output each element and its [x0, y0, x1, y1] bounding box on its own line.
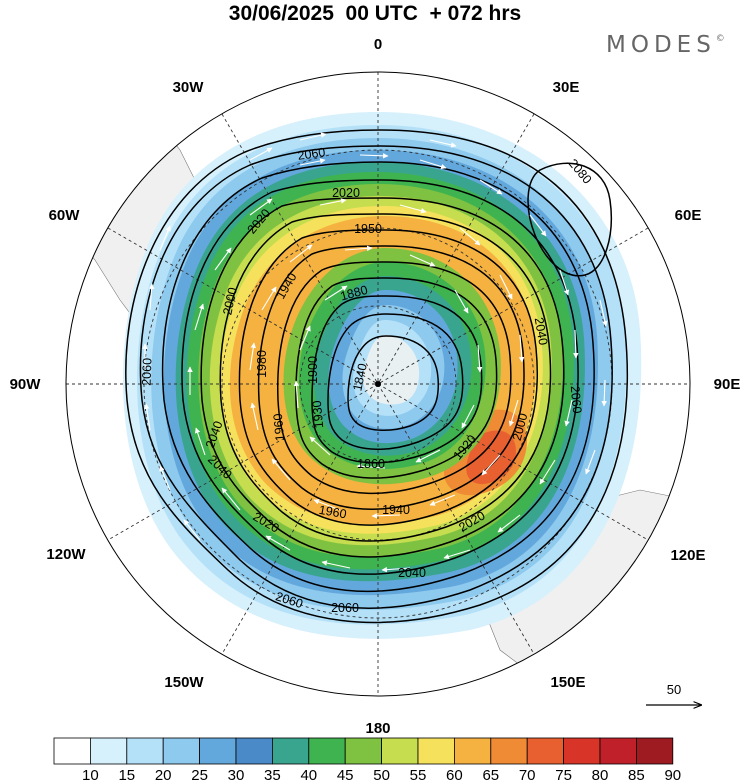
contour-1840 [347, 335, 440, 431]
lon-label-150w: 150W [164, 674, 204, 691]
longitude-labels: 0 30E 60E 90E 120E 150E 180 150W 120W 90… [10, 36, 741, 737]
lon-label-0: 0 [374, 36, 382, 53]
contour-1960 [238, 229, 539, 526]
lon-label-30e: 30E [553, 79, 580, 96]
reference-vector-label: 50 [667, 682, 681, 697]
map-boundary [65, 71, 691, 697]
lon-label-30w: 30W [173, 79, 205, 96]
contour-label: 1960 [318, 503, 348, 522]
contour-2080-high [527, 162, 612, 277]
south-pole-marker [375, 381, 381, 387]
contour-label: 1950 [354, 222, 382, 236]
contour-1900 [295, 277, 498, 479]
height-contours [125, 129, 628, 624]
map-content: 2060 2020 1950 2020 2000 1940 1980 1900 … [66, 72, 690, 696]
contour-label: 1940 [382, 503, 410, 517]
contour-label: 2000 [220, 286, 239, 316]
contour-label: 1930 [310, 400, 326, 429]
lon-label-150e: 150E [550, 674, 585, 691]
contour-label: 1860 [357, 457, 385, 471]
lon-label-60e: 60E [675, 207, 702, 224]
wind-vectors [142, 132, 608, 573]
lon-label-90w: 90W [10, 376, 42, 393]
logo-text: MODES [606, 32, 716, 58]
contour-label: 2060 [331, 601, 359, 615]
map-title: 30/06/2025 00 UTC + 072 hrs [228, 2, 522, 25]
contour-1920 [277, 261, 512, 494]
logo-copyright-mark: © [715, 34, 725, 44]
contour-1860 [327, 313, 464, 450]
contour-label: 2000 [510, 412, 531, 443]
contour-2040 [161, 161, 595, 593]
contour-1980 [219, 213, 552, 542]
contour-label: 2060 [297, 145, 327, 163]
contour-label: 1840 [350, 362, 369, 392]
wind-speed-shading [122, 112, 642, 639]
contour-2000 [200, 197, 565, 558]
contour-2020 [181, 179, 579, 575]
lon-label-180: 180 [365, 720, 390, 737]
modes-logo: MODES© [606, 32, 725, 58]
reference-vector: 50 [646, 682, 701, 705]
contour-label: 2060 [140, 358, 155, 386]
contour-label: 2040 [398, 566, 426, 580]
contour-label: 1980 [255, 350, 269, 378]
contour-label: 2040 [532, 316, 551, 346]
contour-label: 2020 [332, 186, 360, 200]
contour-2060-outermost [125, 129, 628, 624]
contour-label: 2060 [568, 385, 584, 414]
contour-1880 [311, 295, 483, 464]
lon-label-120e: 120E [670, 547, 705, 564]
contour-2060-outer [139, 145, 613, 609]
lon-label-60w: 60W [49, 207, 81, 224]
contour-label: 1900 [306, 356, 320, 384]
contour-label: 1960 [271, 413, 287, 442]
contour-label: 1880 [339, 283, 370, 304]
lon-label-120w: 120W [46, 546, 86, 563]
lon-label-90e: 90E [714, 376, 741, 393]
